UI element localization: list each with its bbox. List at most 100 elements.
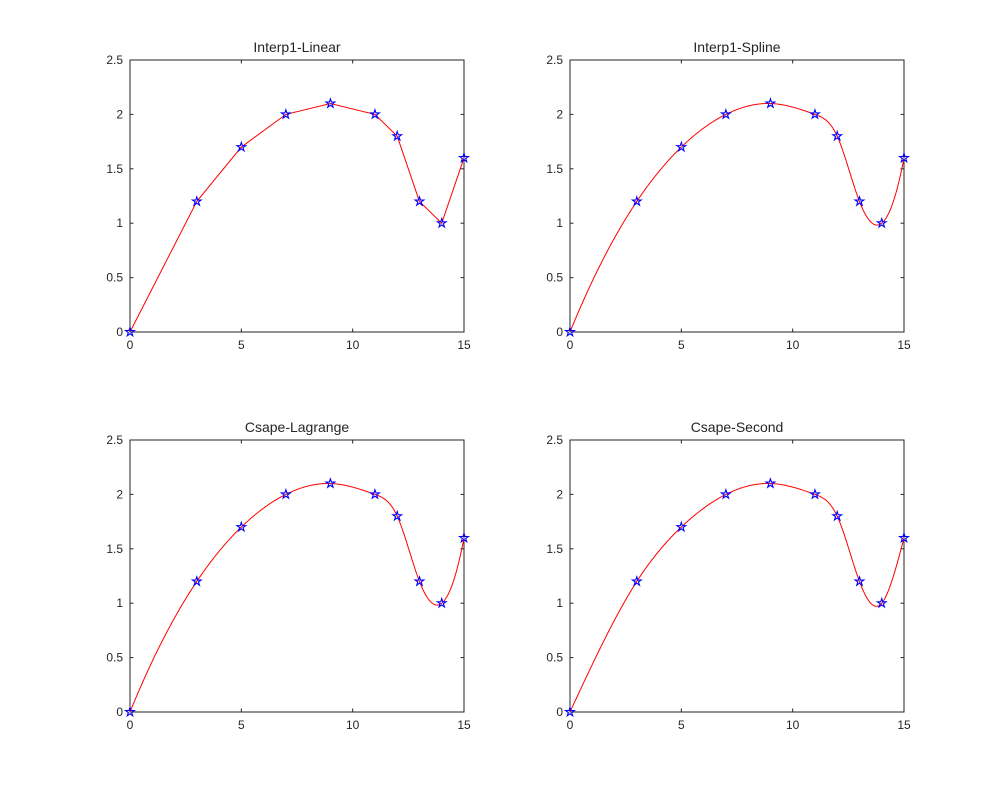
y-tick-label: 2.5: [106, 433, 123, 447]
y-tick-label: 2: [556, 107, 563, 121]
y-tick-label: 1: [116, 596, 123, 610]
data-point-star: [435, 216, 448, 229]
subplot-title: Csape-Second: [691, 419, 784, 435]
data-point-star: [719, 108, 732, 120]
y-tick-label: 2: [556, 487, 563, 501]
axes-frame: [129, 439, 465, 713]
y-tick-label: 1: [116, 216, 123, 230]
axis-ticks: 0 5 10 15 0 0.5 1 1.5 2 2.5: [546, 53, 911, 352]
y-tick-label: 0.5: [546, 651, 563, 665]
data-point-star: [368, 108, 382, 120]
data-markers: [563, 97, 911, 338]
data-point-star: [675, 140, 688, 153]
data-point-star: [368, 488, 382, 500]
data-point-star: [324, 97, 337, 109]
axes-frame: [569, 439, 905, 713]
data-point-star: [831, 129, 844, 142]
subplot-title: Interp1-Linear: [253, 39, 341, 55]
data-point-star: [875, 596, 888, 609]
x-tick-label: 10: [786, 718, 800, 732]
y-tick-label: 0: [116, 325, 123, 339]
data-point-star: [123, 325, 137, 338]
axis-ticks: 0 5 10 15 0 0.5 1 1.5 2 2.5: [106, 433, 471, 732]
x-tick-label: 5: [678, 718, 685, 732]
x-tick-label: 0: [127, 718, 134, 732]
data-point-star: [235, 520, 248, 533]
data-point-star: [413, 195, 426, 207]
data-point-star: [324, 477, 337, 489]
data-point-star: [853, 195, 866, 207]
data-point-star: [435, 596, 448, 609]
data-point-star: [190, 195, 203, 207]
data-point-star: [279, 108, 292, 120]
interpolation-curve-layer: [129, 482, 465, 713]
subplot-interp1-spline: Interp1-Spline 0 5 10 15 0 0.5 1 1.5 2 2.5: [546, 39, 911, 352]
data-point-star: [391, 129, 404, 142]
data-point-star: [764, 97, 777, 109]
interpolation-curve: [129, 103, 465, 333]
subplot-interp1-linear: Interp1-Linear 0 5 10 15 0 0.5 1 1.5 2 2.5: [106, 39, 471, 352]
data-point-star: [279, 488, 292, 500]
data-markers: [123, 477, 471, 718]
y-tick-label: 1.5: [546, 542, 563, 556]
data-point-star: [808, 108, 822, 120]
axes-frame: [129, 59, 465, 333]
x-tick-label: 10: [346, 338, 360, 352]
y-tick-label: 1.5: [106, 542, 123, 556]
data-point-star: [413, 575, 426, 587]
data-point-star: [235, 140, 248, 153]
y-tick-label: 0: [116, 705, 123, 719]
y-tick-label: 2.5: [106, 53, 123, 67]
data-point-star: [457, 531, 471, 544]
interpolation-curve: [129, 482, 465, 713]
data-point-star: [123, 705, 137, 718]
interpolation-curve-layer: [129, 103, 465, 333]
data-point-star: [719, 488, 732, 500]
axes-frame: [569, 59, 905, 333]
y-tick-label: 2.5: [546, 53, 563, 67]
data-point-star: [563, 705, 577, 718]
data-point-star: [190, 575, 203, 587]
data-point-star: [764, 477, 777, 489]
y-tick-label: 1: [556, 596, 563, 610]
x-tick-label: 15: [897, 338, 911, 352]
y-tick-label: 1: [556, 216, 563, 230]
data-point-star: [630, 575, 643, 587]
y-tick-label: 0.5: [106, 651, 123, 665]
data-point-star: [897, 151, 911, 164]
data-point-star: [563, 325, 577, 338]
x-tick-label: 5: [678, 338, 685, 352]
y-tick-label: 1.5: [546, 162, 563, 176]
y-tick-label: 0: [556, 325, 563, 339]
y-tick-label: 0.5: [546, 271, 563, 285]
y-tick-label: 0.5: [106, 271, 123, 285]
interpolation-curve-layer: [569, 102, 905, 333]
axis-ticks: 0 5 10 15 0 0.5 1 1.5 2 2.5: [106, 53, 471, 352]
data-point-star: [875, 216, 888, 229]
interpolation-curve: [569, 482, 905, 713]
subplot-csape-lagrange: Csape-Lagrange 0 5 10 15 0 0.5 1 1.5 2 2.5: [106, 419, 471, 732]
interpolation-curve-layer: [569, 482, 905, 713]
data-point-star: [808, 488, 822, 500]
data-point-star: [853, 575, 866, 587]
data-markers: [563, 477, 911, 718]
y-tick-label: 0: [556, 705, 563, 719]
axis-ticks: 0 5 10 15 0 0.5 1 1.5 2 2.5: [546, 433, 911, 732]
data-markers: [123, 97, 471, 338]
subplot-csape-second: Csape-Second 0 5 10 15 0 0.5 1 1.5 2 2.5: [546, 419, 911, 732]
x-tick-label: 15: [457, 718, 471, 732]
data-point-star: [831, 509, 844, 522]
x-tick-label: 0: [127, 338, 134, 352]
x-tick-label: 15: [457, 338, 471, 352]
x-tick-label: 5: [238, 338, 245, 352]
data-point-star: [675, 520, 688, 533]
y-tick-label: 2: [116, 487, 123, 501]
x-tick-label: 15: [897, 718, 911, 732]
interpolation-curve: [569, 102, 905, 333]
x-tick-label: 10: [786, 338, 800, 352]
y-tick-label: 2: [116, 107, 123, 121]
data-point-star: [630, 195, 643, 207]
data-point-star: [457, 151, 471, 164]
x-tick-label: 0: [567, 718, 574, 732]
